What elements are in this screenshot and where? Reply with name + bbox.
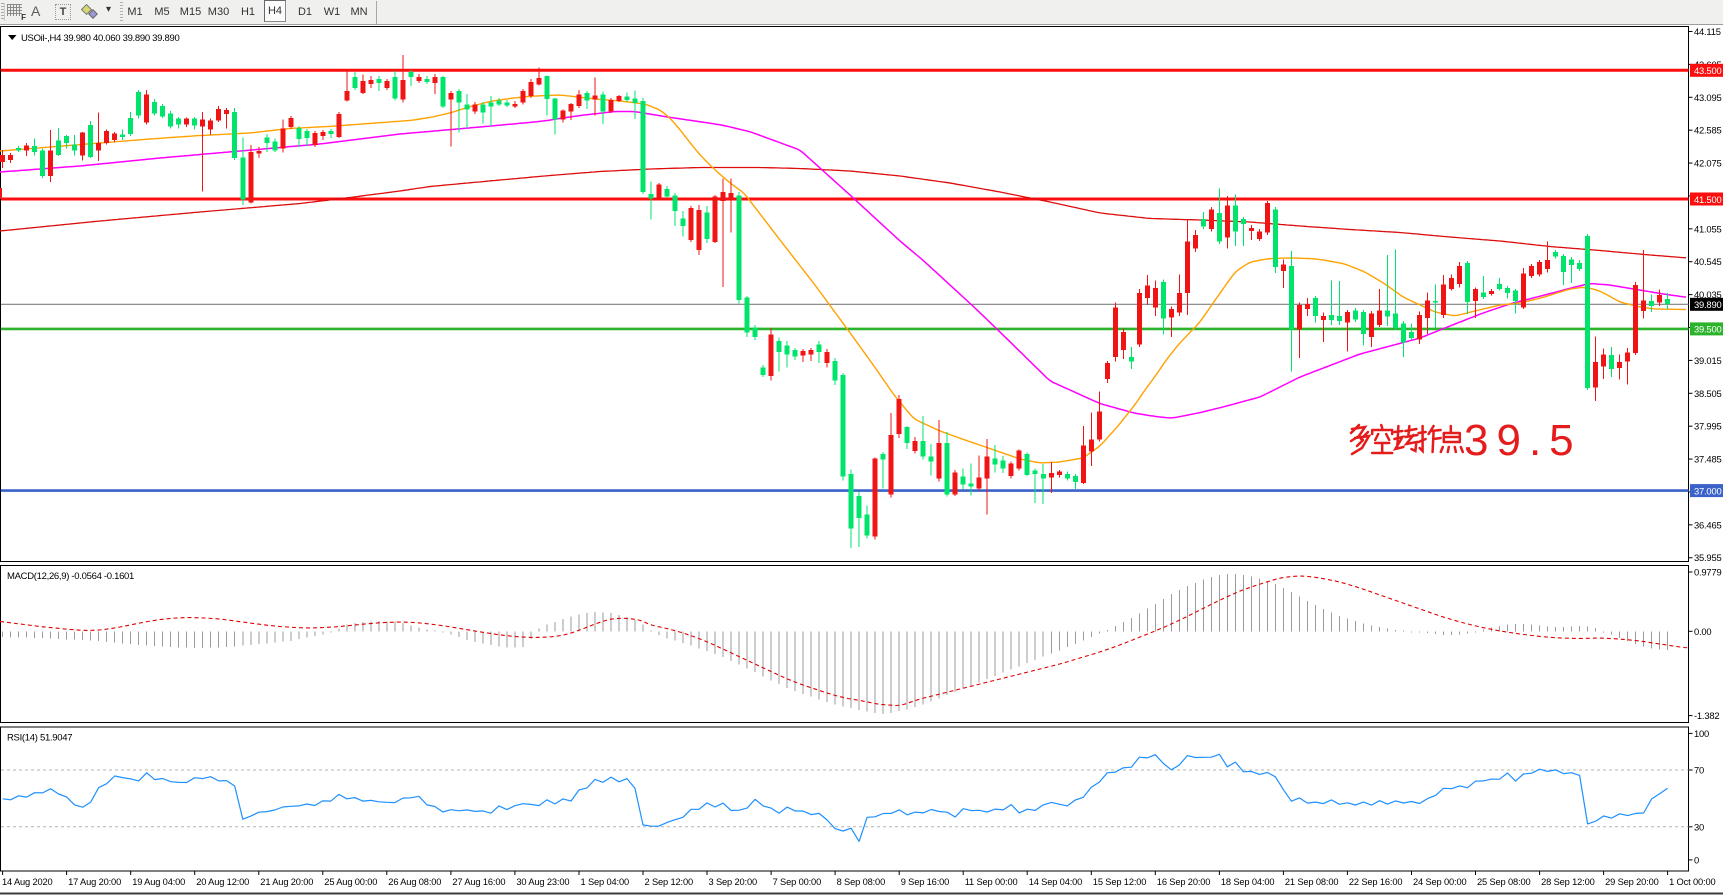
svg-text:37.485: 37.485 (1694, 454, 1721, 465)
svg-text:USOil-,H4 39.980 40.060 39.89: USOil-,H4 39.980 40.060 39.890 39.890 (21, 33, 179, 44)
svg-text:RSI(14) 51.9047: RSI(14) 51.9047 (7, 733, 72, 744)
svg-text:7 Sep 00:00: 7 Sep 00:00 (773, 877, 822, 887)
svg-text:0: 0 (1694, 854, 1699, 865)
svg-text:70: 70 (1694, 765, 1704, 776)
svg-text:20 Aug 12:00: 20 Aug 12:00 (196, 877, 249, 887)
svg-text:38.505: 38.505 (1694, 388, 1721, 399)
svg-text:27 Aug 16:00: 27 Aug 16:00 (452, 877, 505, 887)
svg-text:11 Sep 00:00: 11 Sep 00:00 (965, 877, 1018, 887)
svg-text:17 Aug 20:00: 17 Aug 20:00 (68, 877, 121, 887)
svg-text:40.035: 40.035 (1694, 289, 1721, 300)
svg-text:25 Sep 08:00: 25 Sep 08:00 (1477, 877, 1531, 887)
svg-text:MACD(12,26,9) -0.0564 -0.1601: MACD(12,26,9) -0.0564 -0.1601 (7, 571, 134, 582)
svg-text:26 Aug 08:00: 26 Aug 08:00 (388, 877, 441, 887)
svg-text:30: 30 (1694, 821, 1704, 832)
svg-text:8 Sep 08:00: 8 Sep 08:00 (837, 877, 886, 887)
svg-text:1 Sep 04:00: 1 Sep 04:00 (581, 877, 630, 887)
svg-text:42.585: 42.585 (1694, 125, 1721, 136)
svg-text:19 Aug 04:00: 19 Aug 04:00 (132, 877, 185, 887)
svg-text:43.095: 43.095 (1694, 92, 1721, 103)
svg-text:21 Sep 08:00: 21 Sep 08:00 (1285, 877, 1339, 887)
svg-text:21 Aug 20:00: 21 Aug 20:00 (260, 877, 313, 887)
svg-text:0.9779: 0.9779 (1694, 567, 1721, 578)
svg-text:3 Sep 20:00: 3 Sep 20:00 (709, 877, 758, 887)
svg-text:36.465: 36.465 (1694, 519, 1721, 530)
svg-text:39.5: 39.5 (1464, 416, 1582, 465)
svg-text:24 Sep 00:00: 24 Sep 00:00 (1413, 877, 1467, 887)
svg-text:25 Aug 00:00: 25 Aug 00:00 (324, 877, 377, 887)
svg-text:42.075: 42.075 (1694, 158, 1721, 169)
svg-text:30 Aug 23:00: 30 Aug 23:00 (516, 877, 569, 887)
svg-text:0.00: 0.00 (1694, 626, 1711, 637)
svg-text:40.545: 40.545 (1694, 256, 1721, 267)
svg-text:37.000: 37.000 (1694, 485, 1721, 496)
svg-text:-1.382: -1.382 (1694, 710, 1719, 721)
svg-text:35.955: 35.955 (1694, 552, 1721, 563)
svg-text:37.995: 37.995 (1694, 421, 1721, 432)
svg-text:16 Sep 20:00: 16 Sep 20:00 (1157, 877, 1211, 887)
svg-text:39.890: 39.890 (1694, 299, 1721, 310)
svg-text:14 Aug 2020: 14 Aug 2020 (2, 877, 53, 887)
svg-text:18 Sep 04:00: 18 Sep 04:00 (1221, 877, 1275, 887)
svg-text:9 Sep 16:00: 9 Sep 16:00 (901, 877, 950, 887)
svg-text:41.500: 41.500 (1694, 194, 1721, 205)
svg-text:44.115: 44.115 (1694, 26, 1721, 37)
svg-text:39.015: 39.015 (1694, 355, 1721, 366)
svg-text:2 Sep 12:00: 2 Sep 12:00 (645, 877, 694, 887)
svg-text:41.055: 41.055 (1694, 223, 1721, 234)
svg-text:22 Sep 16:00: 22 Sep 16:00 (1349, 877, 1403, 887)
svg-text:29 Sep 20:00: 29 Sep 20:00 (1605, 877, 1659, 887)
svg-text:28 Sep 12:00: 28 Sep 12:00 (1541, 877, 1595, 887)
svg-text:39.500: 39.500 (1694, 324, 1721, 335)
svg-text:100: 100 (1694, 728, 1709, 739)
svg-text:43.500: 43.500 (1694, 65, 1721, 76)
svg-text:15 Sep 12:00: 15 Sep 12:00 (1093, 877, 1147, 887)
svg-text:14 Sep 04:00: 14 Sep 04:00 (1029, 877, 1083, 887)
svg-text:1 Oct 00:00: 1 Oct 00:00 (1669, 877, 1715, 887)
